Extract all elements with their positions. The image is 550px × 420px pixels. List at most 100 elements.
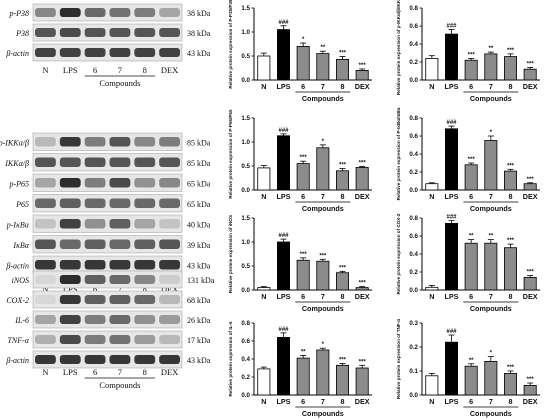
y-tick-label: 0.8 <box>409 115 418 122</box>
bar <box>445 222 458 291</box>
y-tick-label: 0.6 <box>409 133 418 140</box>
blot-band <box>59 260 81 270</box>
blot-lane-label: 6 <box>93 284 97 294</box>
y-tick-label: 0.0 <box>409 187 418 194</box>
y-axis-label: Relative protein expression of iNOS <box>228 215 233 293</box>
blot-band <box>134 295 156 304</box>
blot-band <box>134 260 156 270</box>
blot-band <box>109 315 131 324</box>
blot-lane-label: 8 <box>143 367 147 377</box>
bar <box>316 260 330 291</box>
significance-marker: * <box>322 139 325 145</box>
bar <box>523 384 537 396</box>
blot-row-label: IL-6 <box>14 316 29 325</box>
blot-band <box>35 28 56 37</box>
blot-band <box>134 315 156 324</box>
y-axis-label: Relative protein expression of p-IKKα/β/… <box>396 0 401 95</box>
x-tick-label: 8 <box>509 192 513 201</box>
y-tick-label: 1.5 <box>241 215 250 222</box>
y-tick-label: 0.0 <box>241 392 250 399</box>
x-tick-label: DEX <box>355 292 370 301</box>
blot-row-label: p-IκBα <box>6 220 30 229</box>
y-tick-label: 0.5 <box>241 53 250 60</box>
x-tick-label: 8 <box>341 397 345 406</box>
y-axis-label: Relative protein expression of TNF-α <box>396 319 401 399</box>
significance-marker: ** <box>320 45 325 51</box>
blot-compounds-label: Compounds <box>99 78 140 88</box>
y-tick-label: 0.2 <box>409 169 418 176</box>
bar <box>277 135 290 191</box>
bar <box>355 287 369 291</box>
significance-marker: ### <box>278 20 289 26</box>
bar <box>464 164 478 191</box>
x-tick-label: 7 <box>489 82 493 91</box>
significance-marker: *** <box>507 163 515 169</box>
blot-row-label: p-P38 <box>8 9 29 18</box>
blot-band <box>134 275 156 284</box>
x-tick-label: 8 <box>509 397 513 406</box>
blot-band <box>109 335 131 344</box>
blot-band <box>35 355 56 364</box>
bar <box>425 183 439 191</box>
x-tick-label: 6 <box>301 82 305 91</box>
bar <box>464 59 478 81</box>
significance-marker: * <box>490 130 493 136</box>
bar <box>277 29 290 81</box>
blot-lane-label: N <box>42 284 48 294</box>
blot-band <box>35 178 56 188</box>
bar <box>257 287 271 291</box>
blot-lane-label: 8 <box>143 65 147 75</box>
blot-band <box>59 198 81 208</box>
blot-band <box>159 157 180 167</box>
bar <box>523 276 537 291</box>
x-tick-label: 7 <box>489 192 493 201</box>
blot-band <box>59 335 81 344</box>
y-tick-label: 0.1 <box>409 368 418 375</box>
y-tick-label: 0.4 <box>409 41 418 48</box>
blot-band <box>159 315 180 324</box>
blot-band <box>159 260 180 270</box>
bar <box>484 140 498 191</box>
significance-marker: ** <box>488 46 493 52</box>
blot-band <box>134 48 156 57</box>
y-tick-label: 0.2 <box>241 374 250 381</box>
blot-band <box>59 315 81 324</box>
y-tick-label: 1.5 <box>241 5 250 12</box>
significance-marker: *** <box>359 359 367 365</box>
blot-lane-label: N <box>42 367 48 377</box>
blot-kda-label: 39 kDa <box>187 241 211 250</box>
blot-band <box>109 28 131 37</box>
x-tick-label: 7 <box>321 292 325 301</box>
blot-band <box>84 8 106 17</box>
significance-marker: *** <box>527 377 535 383</box>
x-axis-label: Compounds <box>470 94 512 103</box>
blot-lane-label: 7 <box>118 367 122 377</box>
blot-band <box>59 295 81 304</box>
significance-marker: *** <box>339 162 347 168</box>
x-tick-label: DEX <box>523 397 538 406</box>
blot-band <box>134 335 156 344</box>
blot-kda-label: 43 kDa <box>187 356 211 365</box>
x-tick-label: LPS <box>445 292 459 301</box>
significance-marker: ** <box>469 358 474 364</box>
bar <box>316 349 330 396</box>
y-tick-label: 0.6 <box>409 233 418 240</box>
bar <box>504 372 517 396</box>
x-tick-label: DEX <box>523 82 538 91</box>
y-tick-label: 1.0 <box>241 239 250 246</box>
significance-marker: *** <box>507 48 515 54</box>
x-tick-label: 8 <box>509 82 513 91</box>
bar <box>484 360 498 396</box>
y-tick-label: 0.5 <box>241 263 250 270</box>
blot-kda-label: 43 kDa <box>187 49 211 58</box>
blot-band <box>109 355 131 364</box>
blot-band <box>134 28 156 37</box>
blot-band <box>35 335 56 344</box>
significance-marker: ### <box>446 120 457 126</box>
y-axis-label: Relative protein expression of COX-2 <box>396 213 401 294</box>
blot-band <box>134 355 156 364</box>
blot-kda-label: 65 kDa <box>187 179 211 188</box>
y-tick-label: 1.5 <box>241 115 250 122</box>
bar <box>445 33 458 81</box>
significance-marker: ** <box>469 234 474 240</box>
